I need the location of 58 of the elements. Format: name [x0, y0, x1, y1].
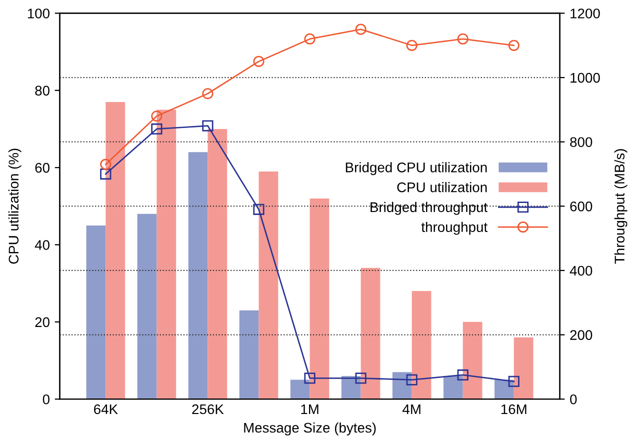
- bar: [258, 171, 278, 400]
- point: [202, 88, 214, 100]
- point: [355, 24, 366, 35]
- y2-axis-title: Throughput (MB/s): [614, 149, 628, 264]
- x-axis-title: Message Size (bytes): [244, 422, 376, 436]
- legend-label: throughput: [421, 222, 488, 235]
- bar: [412, 291, 432, 400]
- point: [457, 369, 468, 381]
- point: [406, 40, 418, 51]
- point: [406, 374, 418, 386]
- y2-tick-label: 800: [570, 137, 592, 148]
- y-tick-label: 100: [28, 8, 50, 18]
- point: [100, 168, 112, 180]
- y-tick-label: 80: [35, 86, 50, 96]
- y-tick-label: 40: [34, 240, 50, 250]
- bar: [106, 102, 126, 400]
- bar: [86, 225, 106, 400]
- point: [151, 123, 162, 135]
- y-tick-label: 0: [42, 394, 50, 404]
- x-tick-label: 16M: [501, 404, 526, 414]
- legend-label: Bridged CPU utilization: [346, 162, 487, 176]
- bar: [443, 376, 463, 400]
- y2-tick-label: 600: [570, 202, 592, 212]
- point: [100, 158, 112, 170]
- y2-tick-label: 400: [570, 266, 592, 276]
- point: [151, 110, 162, 122]
- y2-tick-label: 1200: [570, 8, 600, 18]
- point: [508, 40, 520, 51]
- bar: [310, 198, 330, 400]
- bar: [239, 310, 259, 400]
- point: [355, 372, 366, 384]
- y-tick-label: 20: [35, 317, 50, 328]
- y2-tick-label: 200: [570, 330, 592, 340]
- point: [304, 33, 316, 45]
- point: [457, 33, 468, 45]
- point: [508, 376, 520, 387]
- y-axis-title: CPU utilization (%): [8, 148, 22, 264]
- point: [253, 56, 264, 68]
- bar: [514, 337, 534, 400]
- bar: [462, 322, 482, 400]
- bar: [290, 380, 310, 400]
- y-tick-label: 60: [35, 162, 50, 173]
- point: [304, 372, 316, 384]
- y2-tick-label: 1000: [570, 72, 600, 83]
- x-tick-label: 4M: [402, 404, 420, 414]
- x-tick-label: 1M: [301, 404, 318, 414]
- bar: [360, 268, 380, 400]
- x-tick-label: 64K: [94, 404, 118, 414]
- bar: [208, 128, 228, 400]
- point: [202, 120, 214, 132]
- bar: [188, 152, 208, 400]
- y2-tick-label: 0: [570, 394, 577, 404]
- point: [253, 204, 264, 215]
- legend-label: Bridged throughput: [370, 202, 488, 215]
- legend-label: CPU utilization: [397, 182, 487, 192]
- x-tick-label: 256K: [192, 404, 224, 414]
- bar: [156, 110, 176, 400]
- bar: [137, 214, 157, 400]
